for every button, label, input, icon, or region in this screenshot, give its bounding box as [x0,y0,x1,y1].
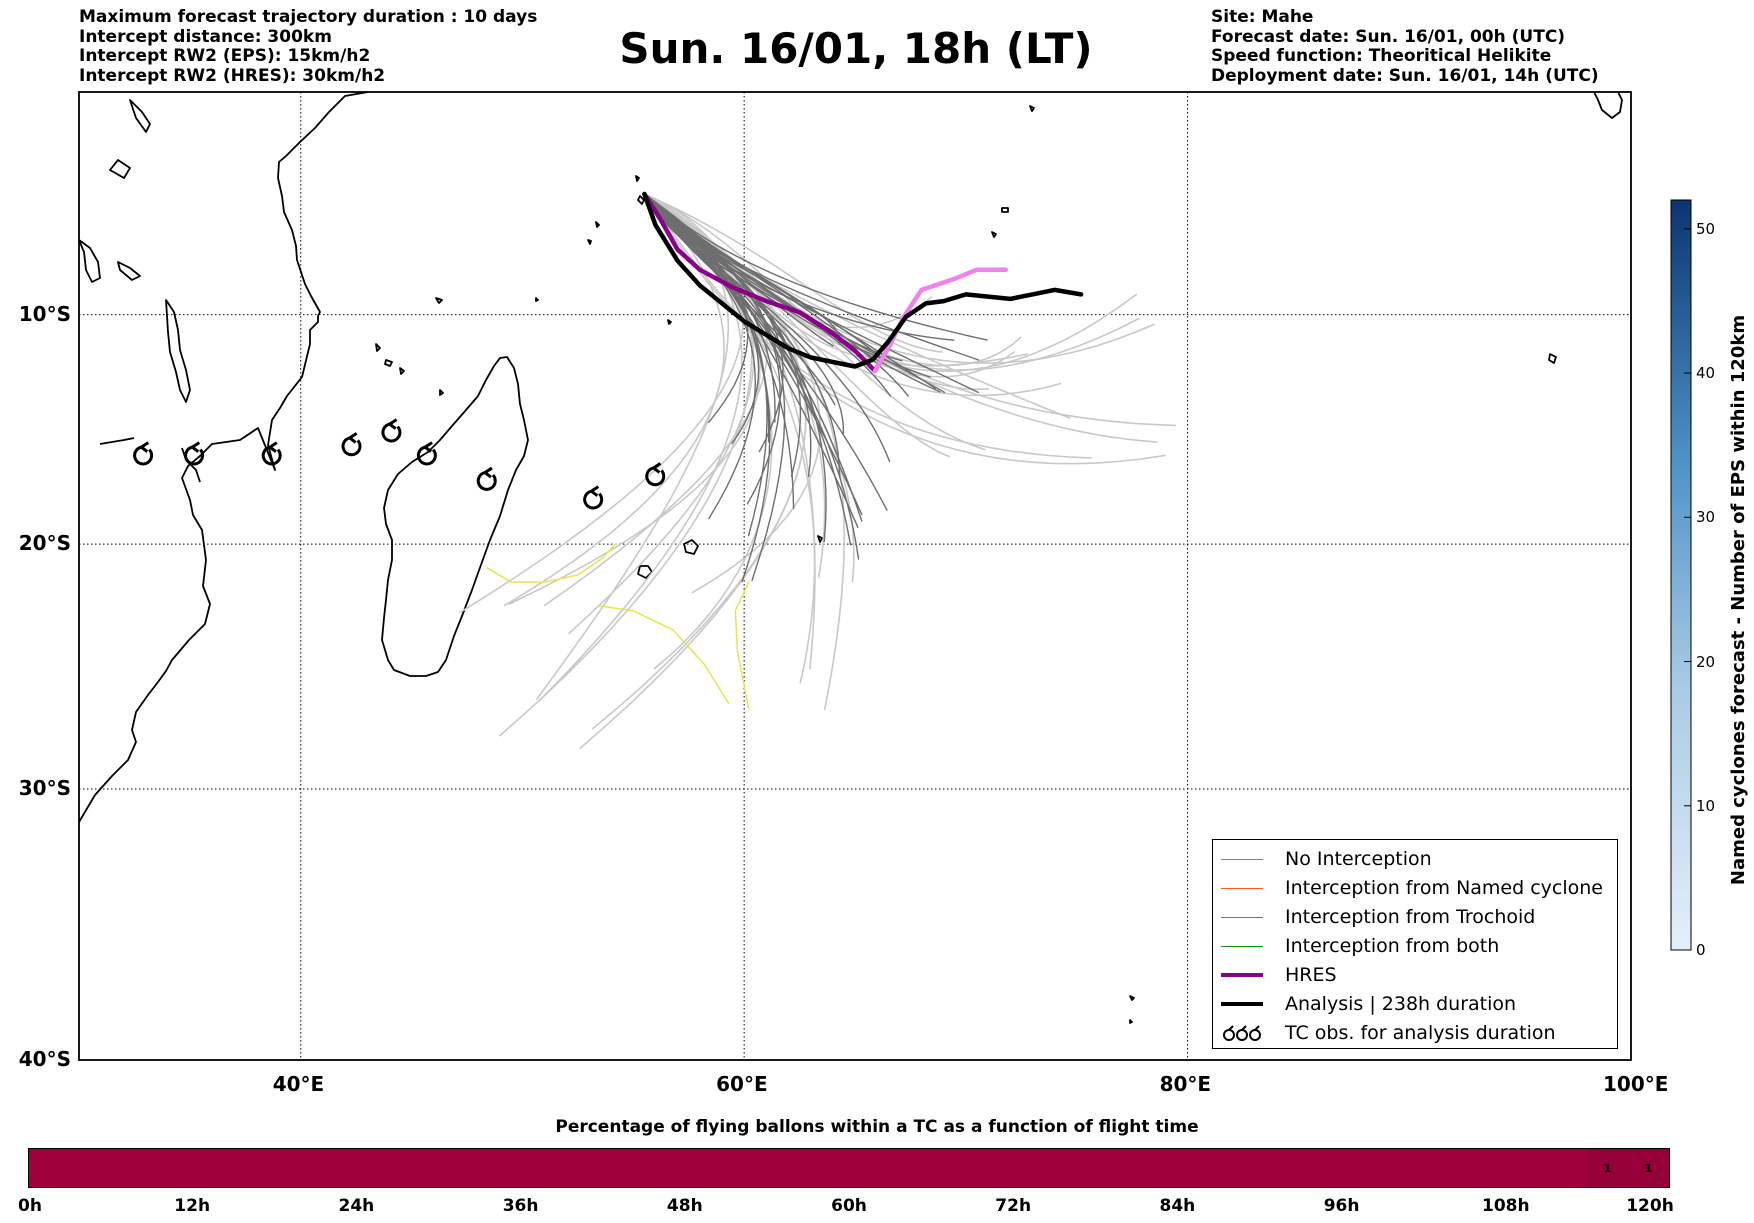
legend-label: Interception from Named cyclone [1285,877,1603,899]
legend-label: TC obs. for analysis duration [1285,1022,1556,1044]
colorbar-tick-label: 50 [1696,219,1716,238]
header-line: Deployment date: Sun. 16/01, 14h (UTC) [1211,65,1599,86]
longitude-tick-label: 80°E [1159,1072,1212,1096]
map-border [78,91,1632,1061]
tc-observation-icon [341,432,362,457]
legend-line [1221,858,1263,860]
site-info: Site: Mahe Forecast date: Sun. 16/01, 00… [1211,7,1599,86]
tc-observations [133,418,666,510]
latitude-tick-label: 40°S [18,1047,71,1071]
hres-track [642,191,893,374]
flight-time-tick-label: 0h [18,1196,42,1216]
flight-time-tick-label: 48h [666,1196,703,1216]
latitude-tick-label: 20°S [18,531,71,556]
latitude-tick-label: 10°S [18,301,71,326]
ensemble-member-no-interception [643,193,888,511]
header-line: Intercept RW2 (HRES): 30km/h2 [79,65,386,86]
legend-line [1221,916,1263,918]
header-line: Speed function: Theoritical Helikite [1211,46,1552,66]
tc-observation-icon [381,418,402,443]
flight-time-bar-title: Percentage of flying ballons within a TC… [555,1117,1199,1137]
ensemble-trajectories [459,191,1177,749]
map-legend: No Interception Interception from Named … [1212,839,1618,1049]
ensemble-member-light [643,193,943,353]
colorbar-tick-label: 10 [1696,796,1716,815]
ensemble-member-yellow [599,605,730,705]
tc-observation-icon [583,485,604,510]
colorbar-ticks [1684,228,1691,951]
colorbar [1670,199,1692,951]
coastlines [79,92,1623,1024]
flight-time-tick-label: 36h [502,1196,539,1216]
forecast-parameters: Maximum forecast trajectory duration : 1… [79,7,538,86]
flight-time-tick-label: 120h [1626,1196,1674,1216]
ensemble-member-light [643,193,1166,465]
flight-time-tick-label: 108h [1482,1196,1530,1216]
legend-item-trochoid: Interception from Trochoid [1221,904,1535,930]
flight-time-tick-label: 24h [338,1196,375,1216]
tc-observation-icon [476,466,497,491]
legend-item-tc-obs: TC obs. for analysis duration [1221,1020,1556,1046]
tc-observation-icon [416,441,437,466]
legend-line [1221,1002,1263,1006]
ensemble-member-light [643,193,986,451]
flight-time-cell: 1 [1587,1149,1628,1187]
tc-symbol-icon [1223,1025,1261,1041]
header-line: Maximum forecast trajectory duration : 1… [79,7,538,27]
ensemble-member-light [499,193,753,737]
flight-time-tick-label: 96h [1323,1196,1360,1216]
header-line: Intercept distance: 300km [79,26,332,47]
flight-time-tick-label: 60h [831,1196,867,1216]
hres-track-late [872,267,1009,374]
ensemble-member-no-interception [643,193,781,505]
legend-label: No Interception [1285,848,1432,870]
legend-item-named-cyclone: Interception from Named cyclone [1221,875,1603,901]
tc-observation-icon [645,462,666,487]
ensemble-member-no-interception [643,193,802,477]
legend-line [1221,973,1263,977]
colorbar-tick-label: 20 [1696,652,1716,671]
ensemble-member-no-interception [643,193,827,543]
longitude-tick-label: 40°E [272,1072,325,1096]
flight-time-tick-label: 12h [174,1196,211,1216]
colorbar-tick-label: 30 [1696,508,1716,527]
tc-observation-icon [133,441,154,466]
colorbar-tick-label: 40 [1696,364,1716,383]
flight-time-cell: 1 [1628,1149,1669,1187]
longitude-tick-label: 60°E [716,1072,768,1096]
ensemble-member-light [643,193,950,458]
tc-observation-icon [261,441,282,466]
legend-label: Analysis | 238h duration [1285,993,1517,1015]
legend-line [1221,945,1263,947]
map-title: Sun. 16/01, 18h (LT) [619,24,1093,73]
legend-item-hres: HRES [1221,962,1337,988]
ensemble-member-yellow [486,543,617,583]
legend-item-analysis: Analysis | 238h duration [1221,991,1516,1017]
legend-label: HRES [1285,964,1337,986]
legend-label: Interception from Trochoid [1285,906,1536,928]
colorbar-label: Named cyclones forecast - Number of EPS … [1728,314,1749,886]
header-line: Intercept RW2 (EPS): 15km/h2 [79,46,371,66]
ensemble-member-yellow [734,581,750,710]
flight-time-tick-label: 84h [1159,1196,1196,1216]
flight-time-tick-label: 72h [995,1196,1032,1216]
tc-observation-icon [184,441,205,466]
legend-label: Interception from both [1285,935,1500,957]
ensemble-member-no-interception [643,193,955,341]
legend-item-no-interception: No Interception [1221,846,1432,872]
latitude-tick-label: 30°S [18,775,71,800]
ensemble-member-light [591,193,807,730]
longitude-tick-label: 100°E [1603,1072,1669,1096]
header-line: Forecast date: Sun. 16/01, 00h (UTC) [1211,26,1566,47]
header-line: Site: Mahe [1211,7,1314,27]
colorbar-tick-label: 0 [1696,941,1706,959]
legend-line [1221,887,1263,889]
analysis-track [642,191,1084,369]
legend-item-both: Interception from both [1221,933,1499,959]
